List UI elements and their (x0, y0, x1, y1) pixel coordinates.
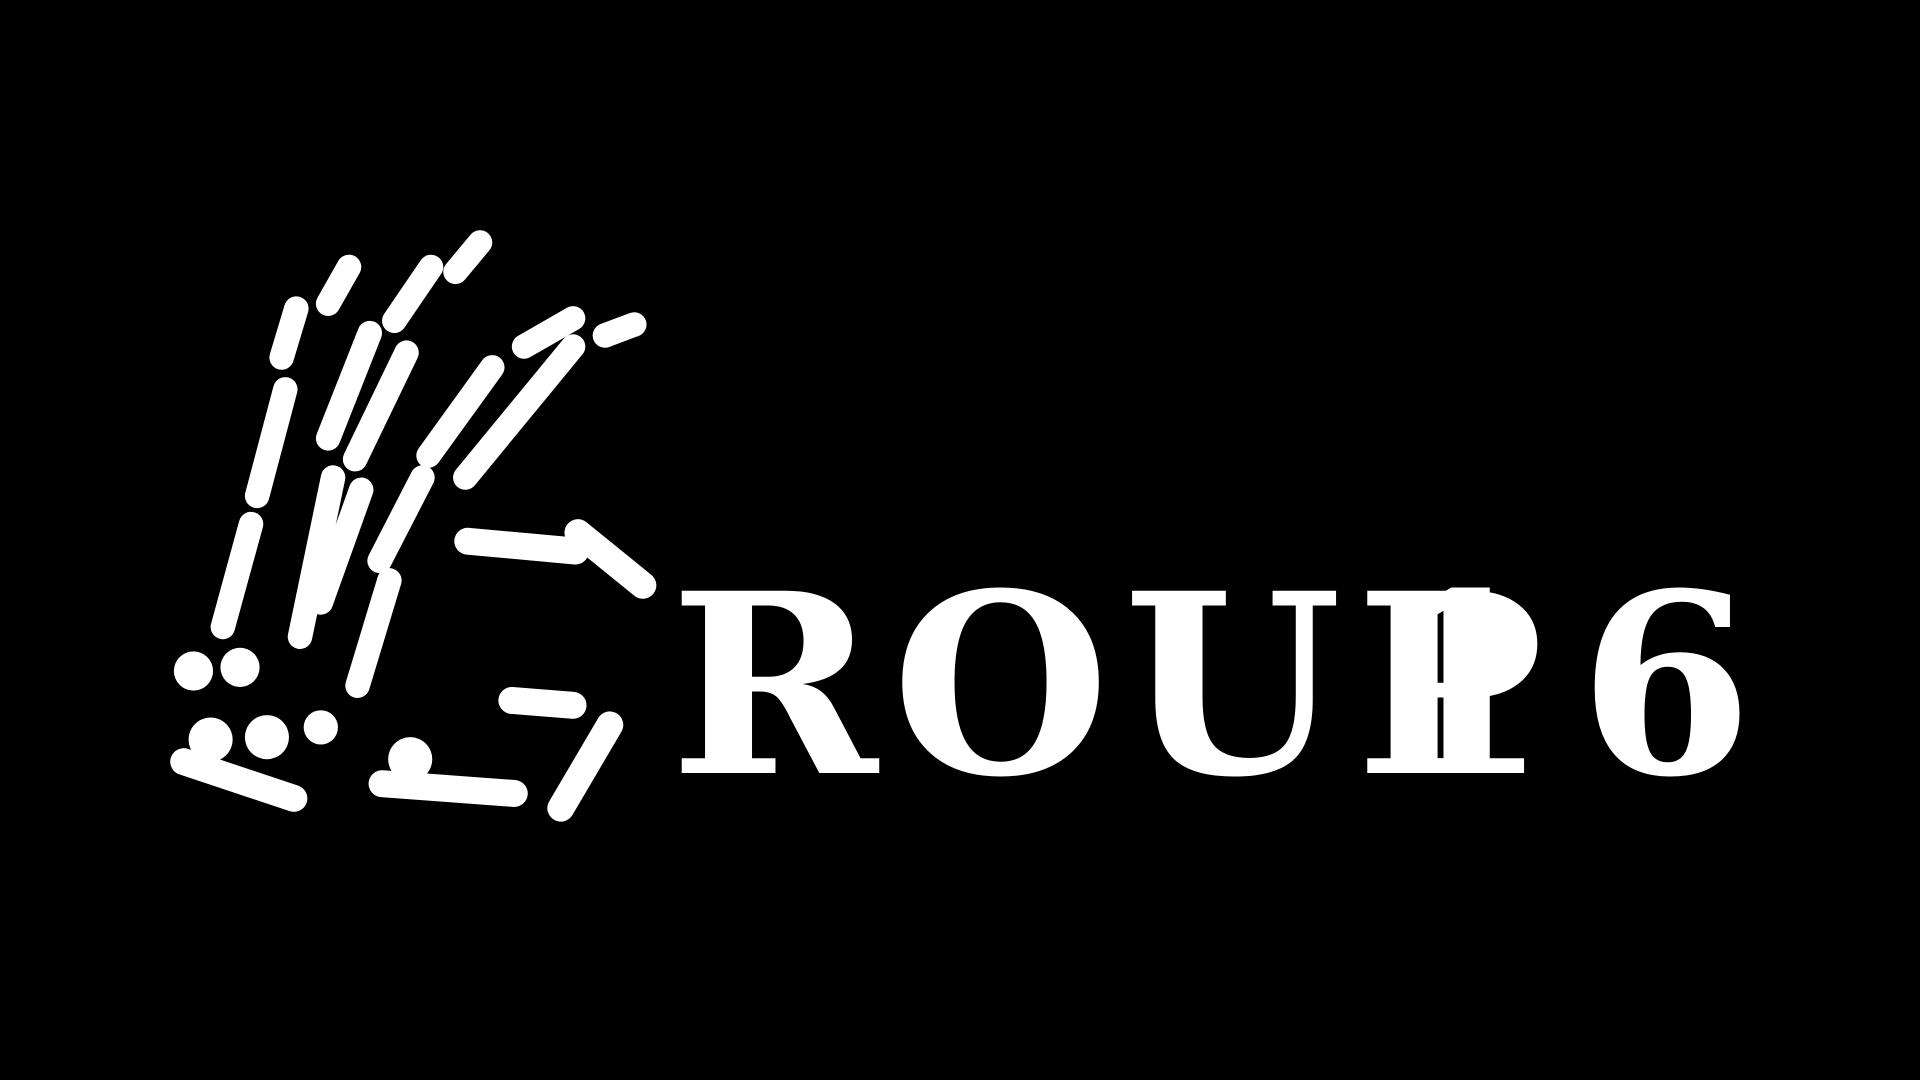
hand-bones (170, 230, 657, 822)
logo-number: 16 (1375, 538, 1783, 832)
pinky (210, 296, 309, 640)
ring-finger (287, 254, 383, 649)
carpals (173, 647, 433, 782)
middle-finger (308, 254, 444, 615)
index-finger (345, 230, 505, 698)
g-curve (170, 519, 657, 822)
thumb (453, 306, 647, 490)
logo-word: ROUP (670, 538, 1558, 832)
